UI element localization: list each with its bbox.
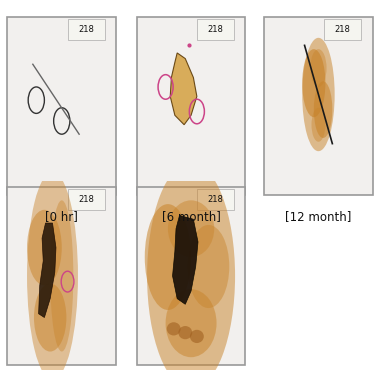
Polygon shape	[173, 215, 198, 304]
Ellipse shape	[147, 163, 235, 378]
FancyBboxPatch shape	[7, 187, 116, 365]
Polygon shape	[170, 53, 197, 125]
FancyBboxPatch shape	[68, 189, 105, 210]
FancyBboxPatch shape	[264, 17, 373, 195]
FancyBboxPatch shape	[137, 17, 245, 195]
Ellipse shape	[167, 322, 181, 336]
Text: 218: 218	[207, 25, 223, 34]
Ellipse shape	[302, 49, 325, 117]
Text: [0 hr]: [0 hr]	[45, 210, 78, 223]
Ellipse shape	[310, 49, 327, 87]
Ellipse shape	[166, 289, 217, 357]
FancyBboxPatch shape	[68, 19, 105, 40]
Ellipse shape	[188, 225, 229, 308]
FancyBboxPatch shape	[137, 187, 245, 365]
Text: 218: 218	[207, 195, 223, 204]
Ellipse shape	[314, 81, 332, 138]
Ellipse shape	[34, 284, 66, 352]
Ellipse shape	[27, 210, 62, 285]
Text: [12 month]: [12 month]	[285, 210, 352, 223]
FancyBboxPatch shape	[324, 19, 361, 40]
Ellipse shape	[168, 200, 214, 257]
FancyBboxPatch shape	[197, 189, 234, 210]
Ellipse shape	[145, 204, 191, 310]
Text: [6 month]: [6 month]	[162, 210, 220, 223]
Ellipse shape	[50, 200, 73, 352]
Ellipse shape	[312, 108, 325, 142]
Ellipse shape	[27, 172, 78, 378]
Polygon shape	[39, 223, 56, 318]
Text: 218: 218	[335, 25, 351, 34]
Text: 218: 218	[78, 25, 94, 34]
Text: 218: 218	[78, 195, 94, 204]
Ellipse shape	[302, 38, 335, 151]
FancyBboxPatch shape	[7, 17, 116, 195]
Ellipse shape	[178, 326, 192, 339]
Ellipse shape	[190, 330, 204, 343]
FancyBboxPatch shape	[197, 19, 234, 40]
